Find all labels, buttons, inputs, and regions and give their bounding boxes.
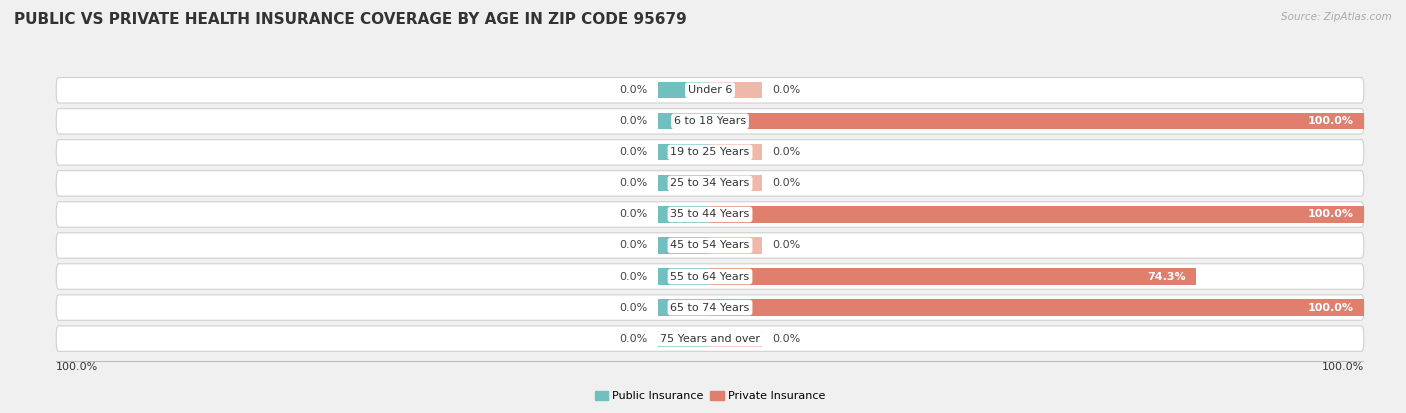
- Bar: [658, 299, 710, 316]
- FancyBboxPatch shape: [56, 326, 1364, 351]
- Bar: [710, 330, 762, 347]
- Text: 0.0%: 0.0%: [620, 334, 648, 344]
- Text: 65 to 74 Years: 65 to 74 Years: [671, 303, 749, 313]
- Text: 0.0%: 0.0%: [620, 116, 648, 126]
- Text: 75 Years and over: 75 Years and over: [659, 334, 761, 344]
- Text: 0.0%: 0.0%: [620, 271, 648, 282]
- Text: 74.3%: 74.3%: [1147, 271, 1187, 282]
- Bar: [658, 237, 710, 254]
- Text: 6 to 18 Years: 6 to 18 Years: [673, 116, 747, 126]
- FancyBboxPatch shape: [56, 264, 1364, 289]
- Bar: [710, 268, 1195, 285]
- Text: 0.0%: 0.0%: [620, 178, 648, 188]
- Text: 100.0%: 100.0%: [1308, 303, 1354, 313]
- FancyBboxPatch shape: [56, 109, 1364, 134]
- Text: 100.0%: 100.0%: [1308, 209, 1354, 219]
- FancyBboxPatch shape: [56, 140, 1364, 165]
- Text: 0.0%: 0.0%: [772, 147, 800, 157]
- FancyBboxPatch shape: [56, 171, 1364, 196]
- Text: 19 to 25 Years: 19 to 25 Years: [671, 147, 749, 157]
- Bar: [710, 237, 762, 254]
- FancyBboxPatch shape: [56, 78, 1364, 103]
- Bar: [710, 299, 1364, 316]
- Text: 100.0%: 100.0%: [1308, 116, 1354, 126]
- Text: 0.0%: 0.0%: [620, 147, 648, 157]
- FancyBboxPatch shape: [56, 233, 1364, 258]
- Bar: [658, 144, 710, 160]
- Text: PUBLIC VS PRIVATE HEALTH INSURANCE COVERAGE BY AGE IN ZIP CODE 95679: PUBLIC VS PRIVATE HEALTH INSURANCE COVER…: [14, 12, 686, 27]
- Text: Source: ZipAtlas.com: Source: ZipAtlas.com: [1281, 12, 1392, 22]
- Text: 0.0%: 0.0%: [772, 85, 800, 95]
- Text: 100.0%: 100.0%: [56, 361, 98, 372]
- Text: 45 to 54 Years: 45 to 54 Years: [671, 240, 749, 251]
- Legend: Public Insurance, Private Insurance: Public Insurance, Private Insurance: [591, 386, 830, 406]
- Bar: [710, 206, 1364, 223]
- Text: 0.0%: 0.0%: [620, 303, 648, 313]
- Text: 0.0%: 0.0%: [620, 209, 648, 219]
- Bar: [658, 330, 710, 347]
- Text: 100.0%: 100.0%: [1322, 361, 1364, 372]
- Text: 55 to 64 Years: 55 to 64 Years: [671, 271, 749, 282]
- Text: 0.0%: 0.0%: [772, 334, 800, 344]
- Text: 35 to 44 Years: 35 to 44 Years: [671, 209, 749, 219]
- Bar: [710, 144, 762, 160]
- Bar: [658, 82, 710, 98]
- Bar: [658, 176, 710, 192]
- Bar: [658, 206, 710, 223]
- Text: 0.0%: 0.0%: [620, 240, 648, 251]
- Bar: [710, 82, 762, 98]
- FancyBboxPatch shape: [56, 295, 1364, 320]
- Bar: [710, 113, 1364, 129]
- Text: 0.0%: 0.0%: [772, 178, 800, 188]
- Text: 0.0%: 0.0%: [620, 85, 648, 95]
- Text: Under 6: Under 6: [688, 85, 733, 95]
- Text: 25 to 34 Years: 25 to 34 Years: [671, 178, 749, 188]
- Bar: [658, 113, 710, 129]
- Bar: [710, 176, 762, 192]
- Text: 0.0%: 0.0%: [772, 240, 800, 251]
- FancyBboxPatch shape: [56, 202, 1364, 227]
- Bar: [658, 268, 710, 285]
